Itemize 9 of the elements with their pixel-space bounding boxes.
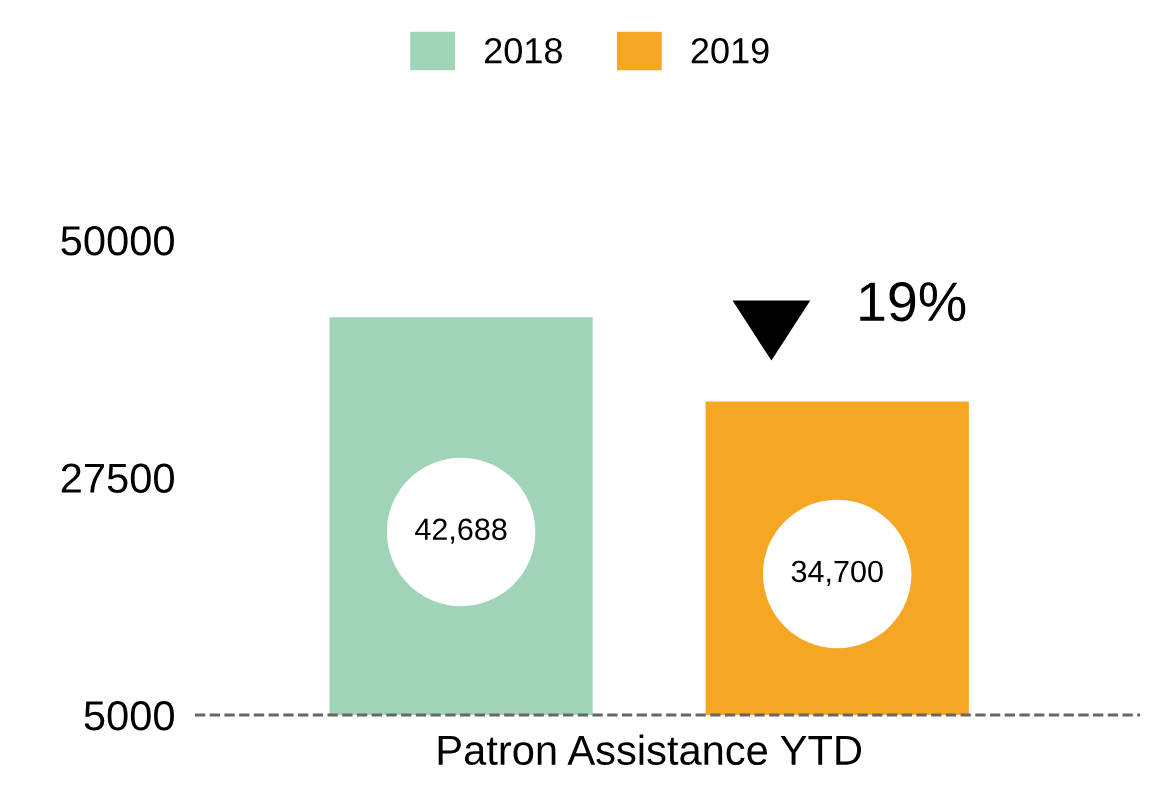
y-tick-label: 5000 bbox=[84, 701, 174, 731]
data-label: 42,688 bbox=[415, 518, 507, 544]
x-tick-label: Patron Assistance YTD bbox=[438, 734, 862, 766]
annotation: 19% bbox=[860, 282, 966, 322]
y-tick-label: 50000 bbox=[61, 226, 174, 256]
data-label: 34,700 bbox=[791, 560, 883, 586]
y-tick-label: 27500 bbox=[61, 463, 174, 494]
legend-label: 2018 bbox=[484, 37, 562, 64]
legend-label: 2019 bbox=[691, 37, 769, 64]
